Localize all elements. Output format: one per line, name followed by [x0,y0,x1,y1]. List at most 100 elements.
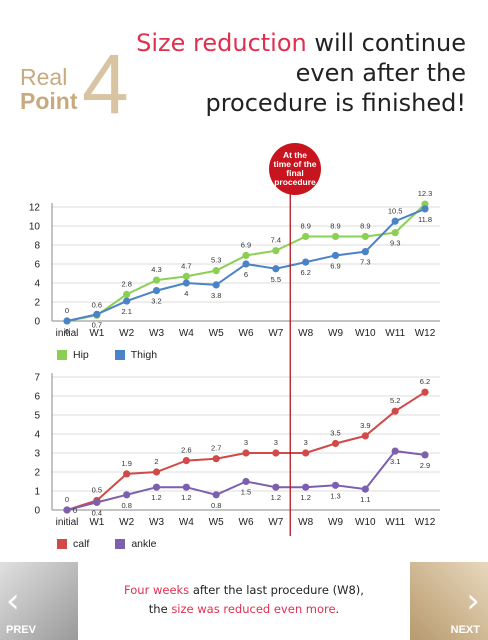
x-tick-label: W5 [209,328,224,339]
x-tick-label: W2 [119,328,134,339]
data-point-ankle [391,447,399,455]
data-point-thigh [152,287,161,295]
data-label-thigh: 0.7 [92,320,102,329]
x-tick-label: W10 [355,517,376,528]
legend-hip-label: Hip [73,349,89,361]
data-label-ankle: 2.9 [420,461,430,470]
data-point-calf [421,388,429,396]
y-tick-label: 7 [34,373,40,384]
y-tick-label: 4 [34,279,40,290]
legend-bottom: calf ankle [57,538,156,550]
data-label-ankle: 0.8 [121,501,131,510]
x-tick-label: W7 [268,517,283,528]
data-label-calf: 3 [304,438,308,447]
x-tick-label: W10 [355,328,376,339]
data-point-hip [212,267,220,275]
data-point-ankle [361,485,369,493]
x-tick-label: W7 [268,328,283,339]
data-point-ankle [152,483,161,491]
data-label-thigh: 10.5 [388,206,403,215]
note-highlight-2: size was reduced even more [171,602,336,616]
y-tick-label: 12 [29,203,41,214]
data-label-ankle: 1.2 [151,493,161,502]
data-point-thigh [63,317,71,325]
x-tick-label: W4 [179,517,194,528]
data-label-thigh: 3.2 [151,297,161,306]
data-label-calf: 3 [244,438,248,447]
data-point-ankle [93,498,101,506]
data-label-thigh: 7.3 [360,258,370,267]
x-tick-label: W3 [149,517,164,528]
data-point-hip [302,232,310,241]
x-tick-label: W8 [298,328,313,339]
legend-top: Hip Thigh [57,349,157,361]
y-tick-label: 6 [34,260,40,271]
data-label-ankle: 1.2 [271,493,281,502]
data-label-calf: 0.5 [92,486,102,495]
data-point-calf [331,439,340,448]
data-point-hip [361,232,369,241]
legend-calf-swatch [57,539,67,549]
x-tick-label: W9 [328,517,343,528]
data-label-hip: 0 [65,306,69,315]
callout-line-3: final [286,168,304,178]
data-point-thigh [212,281,220,289]
data-label-ankle: 1.3 [330,491,340,500]
data-point-ankle [123,491,131,499]
data-label-thigh: 5.5 [271,275,281,284]
legend-ankle-label: ankle [131,538,157,550]
legend-thigh-swatch [114,350,125,360]
data-point-hip [152,276,161,284]
headline-highlight: Size reduction [136,29,307,57]
next-button[interactable]: › NEXT [410,562,488,640]
x-tick-label: W8 [298,517,313,528]
data-point-calf [123,470,131,478]
x-tick-label: W1 [89,517,104,528]
data-label-thigh: 3.8 [211,291,221,300]
legend-ankle-swatch [115,539,126,549]
y-tick-label: 0 [34,506,40,517]
data-point-thigh [421,205,429,213]
data-label-hip: 8.9 [300,221,310,230]
page-headline: Size reduction will continue even after … [86,28,466,118]
callout-line-1: At the [282,150,308,160]
data-label-calf: 5.2 [390,396,400,405]
data-label-hip: 8.9 [360,221,370,230]
data-label-hip: 4.3 [151,265,161,274]
y-tick-label: 2 [34,468,40,479]
data-label-thigh: 4 [184,289,188,298]
data-label-ankle: 0.8 [211,501,221,510]
real-point-label: Real Point [20,66,80,113]
data-point-ankle [212,491,220,499]
data-point-thigh [272,265,280,273]
data-label-ankle: 3.1 [390,457,400,466]
data-label-calf: 1.9 [121,459,131,468]
x-tick-label: initial [56,328,79,339]
data-point-calf [272,449,280,457]
data-label-thigh: 2.1 [121,307,131,316]
x-tick-label: W1 [89,328,104,339]
callout-line-4: procedure [274,177,316,187]
data-point-ankle [272,483,280,491]
x-tick-label: W2 [119,517,134,528]
data-label-hip: 6.9 [241,240,251,249]
chevron-right-icon: › [466,581,480,621]
data-label-thigh: 11.8 [418,215,432,224]
data-label-hip: 5.3 [211,256,221,265]
next-label: NEXT [450,624,480,636]
x-tick-label: W6 [239,328,254,339]
data-label-ankle: 1.2 [181,493,191,502]
x-tick-label: W4 [179,328,194,339]
x-tick-label: initial [56,517,79,528]
prev-button[interactable]: ‹ PREV [0,562,78,640]
y-tick-label: 10 [29,222,41,233]
data-label-calf: 2 [154,457,158,466]
data-label-hip: 4.7 [181,261,191,270]
note-text-2a: the [148,602,172,616]
data-point-calf [152,468,161,476]
data-point-ankle [242,477,250,486]
data-point-ankle [421,451,429,459]
data-point-thigh [331,251,340,260]
chevron-left-icon: ‹ [6,581,20,621]
